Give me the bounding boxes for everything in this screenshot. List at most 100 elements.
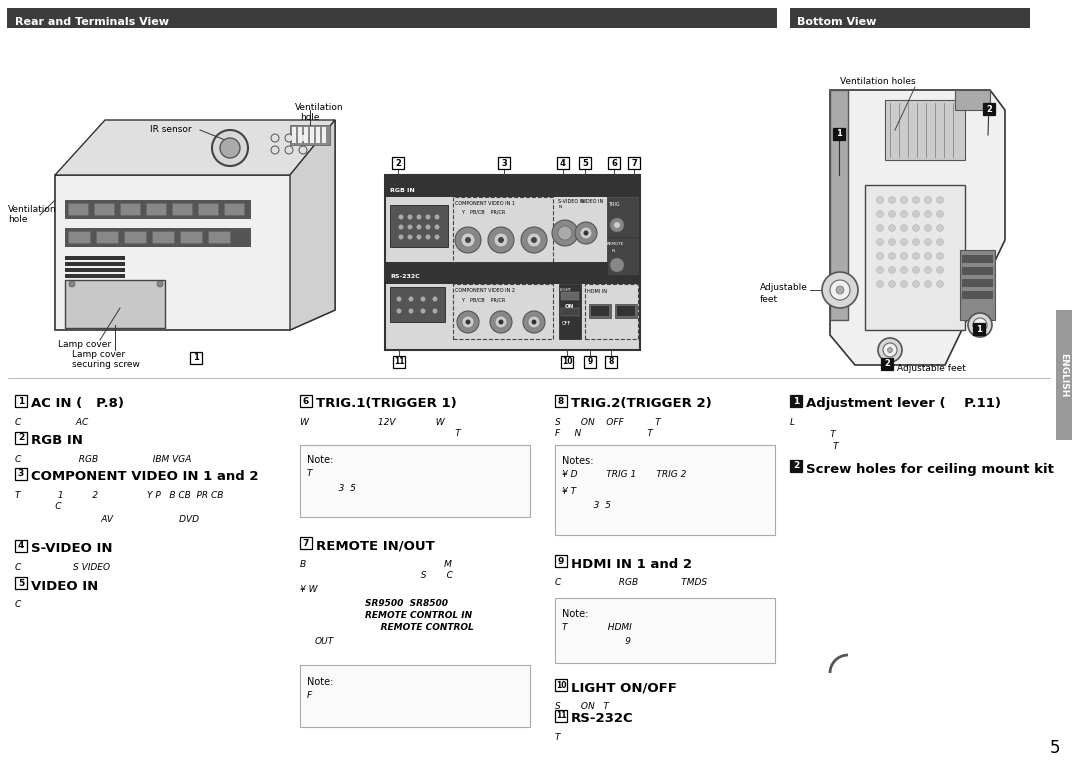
Bar: [555, 395, 567, 407]
Circle shape: [558, 226, 572, 240]
Circle shape: [212, 130, 248, 166]
Bar: [962, 255, 993, 263]
Bar: [579, 157, 591, 169]
Text: 5: 5: [582, 159, 588, 168]
Text: T: T: [789, 442, 839, 451]
Text: 1: 1: [836, 130, 842, 139]
Text: Adjustable feet: Adjustable feet: [897, 364, 966, 373]
Circle shape: [495, 316, 507, 328]
Text: Adjustable: Adjustable: [760, 283, 808, 292]
Circle shape: [528, 316, 540, 328]
Circle shape: [417, 214, 421, 220]
Bar: [1056, 310, 1072, 440]
Bar: [15, 540, 27, 552]
Circle shape: [877, 211, 883, 217]
Bar: [617, 306, 635, 316]
Bar: [833, 128, 845, 140]
Text: 11: 11: [394, 358, 404, 366]
Circle shape: [432, 308, 437, 314]
Circle shape: [889, 281, 895, 288]
Bar: [190, 352, 202, 364]
Bar: [865, 185, 966, 330]
Text: ¥ D          TRIG 1       TRIG 2: ¥ D TRIG 1 TRIG 2: [562, 470, 687, 479]
Circle shape: [924, 239, 931, 246]
Text: IR sensor: IR sensor: [150, 125, 191, 134]
Circle shape: [527, 233, 541, 247]
Circle shape: [877, 281, 883, 288]
Circle shape: [417, 234, 421, 240]
Circle shape: [877, 266, 883, 273]
Text: securing screw: securing screw: [72, 360, 140, 369]
Circle shape: [901, 211, 907, 217]
Text: S-VIDEO IN: S-VIDEO IN: [31, 542, 112, 555]
Bar: [962, 291, 993, 299]
Bar: [453, 284, 553, 339]
Text: ENGLISH: ENGLISH: [1059, 353, 1068, 398]
Text: Rear and Terminals View: Rear and Terminals View: [15, 17, 168, 27]
Bar: [559, 284, 581, 339]
Text: 3: 3: [501, 159, 507, 168]
Circle shape: [299, 134, 307, 142]
Text: Ventilation: Ventilation: [8, 205, 56, 214]
Circle shape: [901, 224, 907, 231]
Circle shape: [936, 253, 944, 259]
Circle shape: [888, 347, 892, 353]
Circle shape: [924, 281, 931, 288]
Circle shape: [889, 253, 895, 259]
Circle shape: [399, 234, 404, 240]
Text: 3  5: 3 5: [307, 484, 356, 493]
Text: RGB IN: RGB IN: [390, 188, 415, 192]
Bar: [555, 710, 567, 722]
Bar: [881, 358, 893, 370]
Text: 4: 4: [17, 542, 24, 550]
Text: Lamp cover: Lamp cover: [58, 340, 111, 349]
Circle shape: [426, 234, 431, 240]
Text: 2: 2: [395, 159, 401, 168]
Bar: [607, 237, 639, 275]
Circle shape: [408, 308, 414, 314]
Text: 1: 1: [193, 353, 199, 362]
Bar: [789, 460, 802, 472]
Bar: [124, 231, 146, 243]
Bar: [885, 100, 966, 160]
Bar: [589, 304, 611, 318]
Bar: [555, 555, 567, 567]
Text: T: T: [300, 429, 461, 438]
Text: Screw holes for ceiling mount kit: Screw holes for ceiling mount kit: [806, 462, 1054, 475]
Bar: [65, 280, 165, 328]
Text: 7: 7: [302, 539, 309, 548]
Bar: [962, 267, 993, 275]
Bar: [561, 292, 579, 300]
Circle shape: [434, 214, 440, 220]
Bar: [291, 125, 330, 145]
Text: Note:: Note:: [307, 455, 334, 465]
Bar: [561, 308, 579, 316]
Circle shape: [434, 234, 440, 240]
Circle shape: [407, 224, 413, 230]
Text: 9: 9: [557, 556, 564, 565]
Bar: [6, 8, 777, 28]
Circle shape: [552, 220, 578, 246]
Bar: [962, 279, 993, 287]
Text: F     N                       T: F N T: [555, 429, 653, 438]
Bar: [65, 280, 125, 284]
Polygon shape: [831, 90, 1005, 365]
Circle shape: [936, 224, 944, 231]
Circle shape: [271, 134, 279, 142]
Bar: [65, 228, 249, 246]
Circle shape: [615, 222, 620, 228]
Bar: [561, 356, 573, 368]
Circle shape: [877, 197, 883, 204]
Text: C                  S VIDEO: C S VIDEO: [15, 563, 110, 572]
Text: S       C: S C: [300, 571, 453, 580]
Circle shape: [883, 343, 897, 357]
Bar: [198, 203, 218, 215]
Circle shape: [877, 224, 883, 231]
Bar: [789, 395, 802, 407]
Bar: [555, 679, 567, 691]
Bar: [605, 356, 617, 368]
Bar: [310, 127, 314, 143]
Circle shape: [889, 266, 895, 273]
Text: COMPONENT VIDEO IN 1: COMPONENT VIDEO IN 1: [455, 201, 515, 206]
Bar: [68, 231, 90, 243]
